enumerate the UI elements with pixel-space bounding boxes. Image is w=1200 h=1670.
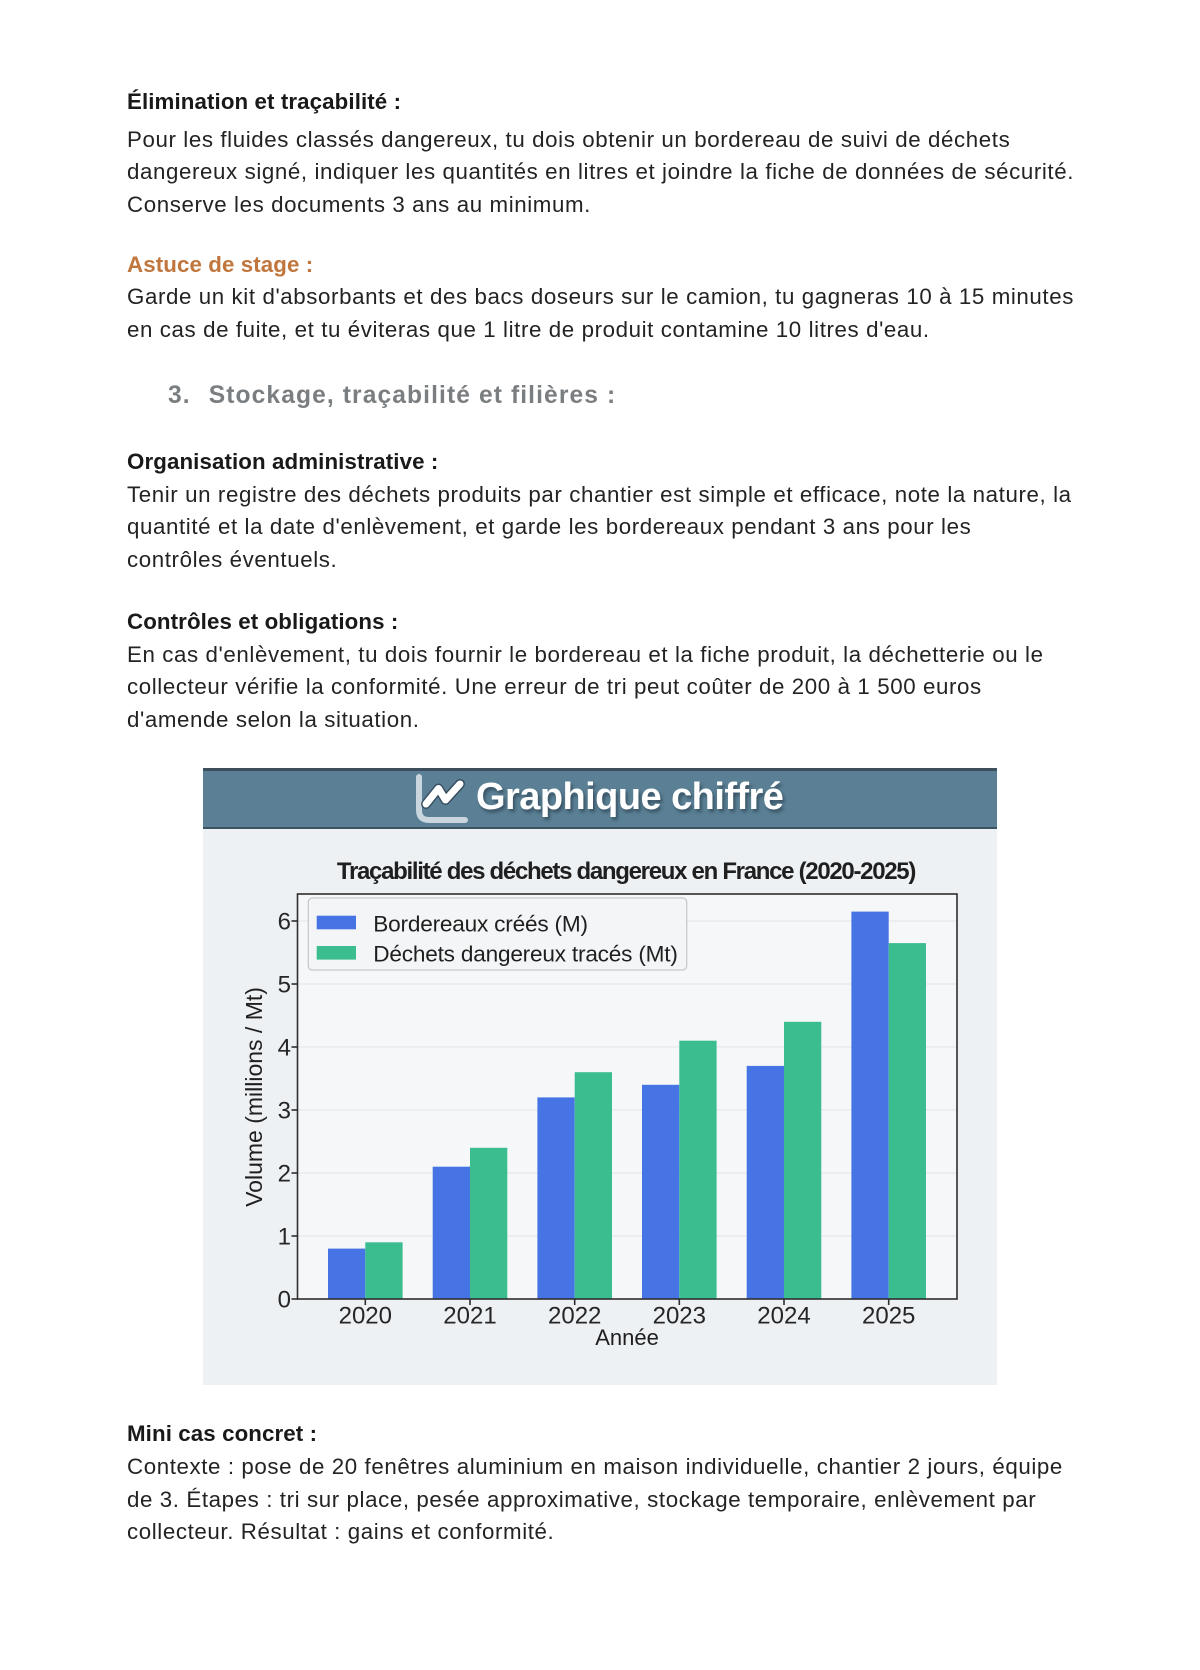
svg-text:2025: 2025: [862, 1303, 915, 1330]
svg-text:Année: Année: [595, 1325, 659, 1350]
svg-text:Traçabilité des déchets danger: Traçabilité des déchets dangereux en Fra…: [337, 858, 915, 885]
svg-text:3: 3: [278, 1098, 291, 1125]
svg-text:0: 0: [278, 1287, 291, 1314]
svg-text:2024: 2024: [757, 1303, 810, 1330]
svg-text:4: 4: [278, 1035, 291, 1062]
svg-text:Bordereaux créés (M): Bordereaux créés (M): [373, 912, 587, 937]
svg-text:2023: 2023: [653, 1303, 706, 1330]
svg-text:Déchets dangereux tracés (Mt): Déchets dangereux tracés (Mt): [373, 942, 677, 967]
svg-text:5: 5: [278, 972, 291, 999]
svg-text:Volume (millions / Mt): Volume (millions / Mt): [241, 987, 267, 1207]
svg-text:2021: 2021: [443, 1303, 496, 1330]
svg-text:1: 1: [278, 1224, 291, 1251]
svg-text:2022: 2022: [548, 1303, 601, 1330]
svg-text:2020: 2020: [339, 1303, 392, 1330]
svg-text:2: 2: [278, 1161, 291, 1188]
svg-text:6: 6: [278, 909, 291, 936]
